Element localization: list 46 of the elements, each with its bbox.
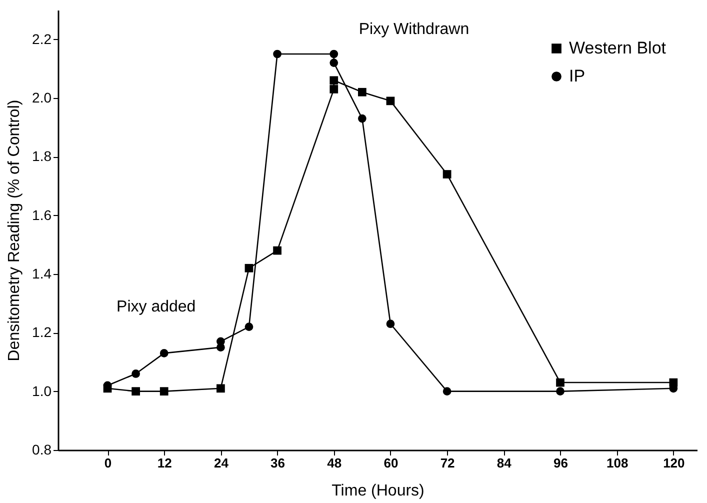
point <box>358 114 366 123</box>
x-tick-label: 12 <box>157 456 172 470</box>
point <box>386 320 395 328</box>
legend-label: Western Blot <box>569 38 666 58</box>
annotation: Pixy Withdrawn <box>358 21 470 38</box>
x-tick-label: 84 <box>496 456 512 470</box>
y-tick-label: 0.8 <box>32 442 52 458</box>
x-tick-label: 72 <box>440 456 455 470</box>
legend-label: IP <box>569 66 586 86</box>
annotation: Pixy added <box>116 298 196 316</box>
point <box>244 264 254 272</box>
point <box>216 384 225 393</box>
y-tick-label: 2.0 <box>32 90 52 106</box>
point <box>132 370 140 378</box>
x-tick-label: 0 <box>104 456 112 470</box>
y-tick-label: 1.2 <box>32 324 52 340</box>
x-axis-title: Time (Hours) <box>332 482 424 500</box>
x-tick-label: 48 <box>327 456 342 470</box>
y-tick-label: 2.2 <box>32 30 52 47</box>
point <box>330 58 338 67</box>
x-tick-label: 36 <box>270 456 286 470</box>
x-tick-label: 96 <box>554 456 568 470</box>
x-tick-label: 60 <box>384 456 398 470</box>
x-tick-label: 24 <box>214 456 230 470</box>
point <box>330 85 338 94</box>
y-tick-label: 1.6 <box>32 206 52 223</box>
point <box>442 170 452 178</box>
y-tick-label: 1.8 <box>32 148 52 164</box>
x-tick-label: 120 <box>663 456 685 470</box>
point <box>330 76 338 85</box>
point <box>160 387 168 396</box>
point <box>273 246 282 255</box>
point <box>160 349 168 358</box>
y-tick-label: 1.4 <box>32 266 52 282</box>
point <box>273 50 282 58</box>
point <box>442 387 452 396</box>
point <box>132 387 140 396</box>
point <box>244 322 254 331</box>
point <box>358 88 366 96</box>
y-tick-label: 1.0 <box>32 382 52 399</box>
point <box>556 378 564 387</box>
point <box>330 50 338 58</box>
point <box>386 96 395 106</box>
y-axis-title: Densitometry Reading (% of Control) <box>6 100 24 362</box>
point <box>556 387 564 396</box>
x-tick-label: 108 <box>606 456 628 470</box>
